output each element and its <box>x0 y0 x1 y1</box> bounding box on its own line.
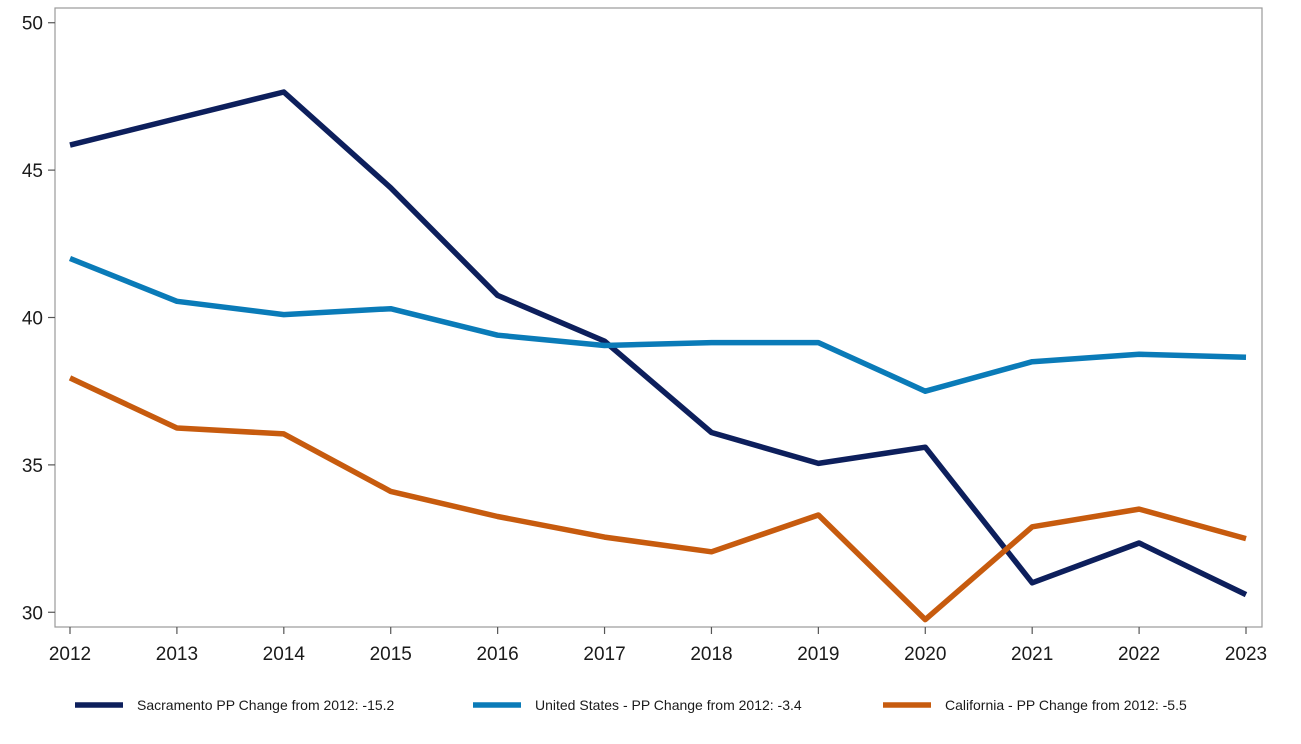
x-tick-label: 2018 <box>690 644 732 665</box>
x-tick-label: 2012 <box>49 644 91 665</box>
x-tick-label: 2013 <box>156 644 198 665</box>
y-axis: 30 35 40 45 50 <box>22 14 55 624</box>
legend: Sacramento PP Change from 2012: -15.2 Uni… <box>75 697 1187 713</box>
y-tick-label: 35 <box>22 456 43 477</box>
x-tick-label: 2019 <box>797 644 839 665</box>
legend-label-1: United States - PP Change from 2012: -3.… <box>535 697 802 713</box>
legend-label-0: Sacramento PP Change from 2012: -15.2 <box>137 697 395 713</box>
series-line-1 <box>68 255 1247 394</box>
x-tick-label: 2015 <box>370 644 412 665</box>
series-line-2 <box>68 375 1247 623</box>
x-tick-label: 2023 <box>1225 644 1267 665</box>
series-line-0 <box>69 89 1248 598</box>
legend-label-2: California - PP Change from 2012: -5.5 <box>945 697 1187 713</box>
x-tick-label: 2014 <box>263 644 306 665</box>
y-tick-label: 40 <box>22 309 43 330</box>
x-tick-label: 2017 <box>583 644 625 665</box>
x-axis: 2012 2013 2014 2015 2016 2017 2018 2019 2020 2021… <box>49 627 1267 665</box>
series-lines <box>68 89 1248 623</box>
y-tick-label: 45 <box>22 161 43 182</box>
x-tick-label: 2020 <box>904 644 946 665</box>
x-tick-label: 2021 <box>1011 644 1053 665</box>
x-tick-label: 2022 <box>1118 644 1160 665</box>
plot-area-frame <box>54 7 1263 628</box>
y-tick-label: 50 <box>22 14 43 35</box>
y-tick-label: 30 <box>22 603 43 624</box>
x-tick-label: 2016 <box>476 644 518 665</box>
